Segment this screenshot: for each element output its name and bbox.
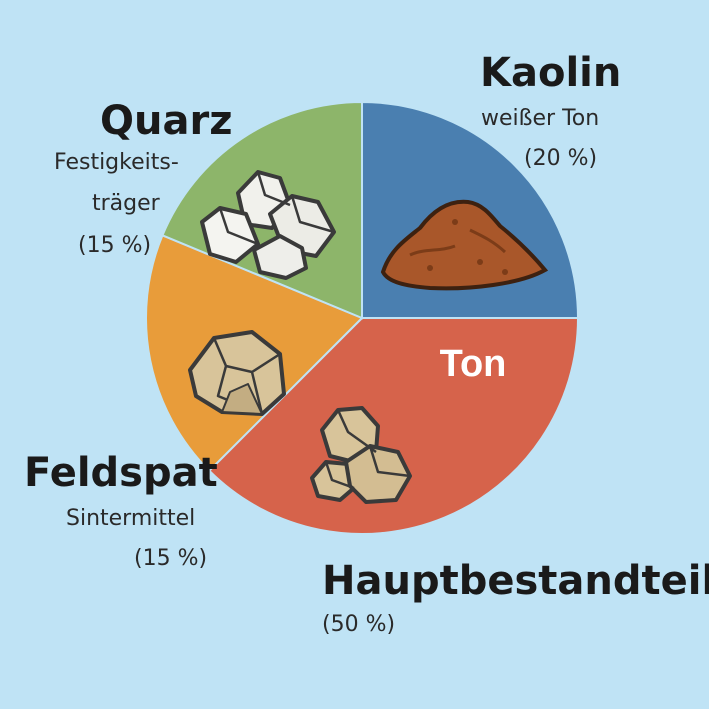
kaolin-title: Kaolin <box>480 50 622 96</box>
feldspar-stone-icon <box>188 330 286 416</box>
quarz-subtitle-1: Festigkeits- <box>54 150 179 175</box>
pie-slice-hauptbestandteil <box>207 317 580 535</box>
kaolin-percent: (20 %) <box>524 146 598 171</box>
quarz-title: Quarz <box>100 98 233 144</box>
slice-inner-label-ton: Ton <box>440 343 507 385</box>
beige-stones-icon <box>310 406 412 504</box>
hauptbestandteil-title: Hauptbestandteil <box>322 558 709 604</box>
clay-pile-icon <box>380 199 549 291</box>
quarz-subtitle-2: träger <box>92 191 160 216</box>
kaolin-subtitle: weißer Ton <box>481 106 600 131</box>
hauptbestandteil-percent: (50 %) <box>322 612 396 637</box>
feldspat-percent: (15 %) <box>134 546 208 571</box>
quartz-stones-icon <box>200 170 336 280</box>
quarz-percent: (15 %) <box>78 233 152 258</box>
feldspat-title: Feldspat <box>24 450 218 496</box>
feldspat-subtitle: Sintermittel <box>66 506 196 531</box>
